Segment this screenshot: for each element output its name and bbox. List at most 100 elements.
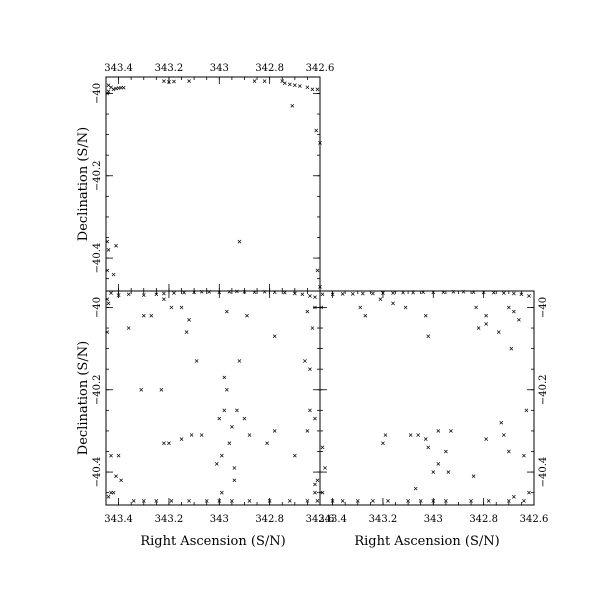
data-point	[527, 294, 531, 298]
data-point	[486, 499, 491, 503]
data-point	[292, 83, 297, 88]
data-point	[114, 474, 118, 479]
x-tick-label: 343.2	[155, 514, 184, 525]
data-point	[282, 290, 287, 295]
data-point	[252, 79, 257, 83]
data-point	[162, 79, 166, 83]
data-point	[126, 292, 131, 297]
data-point	[105, 268, 110, 273]
data-point	[111, 272, 116, 277]
data-point	[358, 305, 363, 310]
data-point	[313, 305, 317, 310]
data-point	[423, 437, 428, 442]
data-point	[290, 103, 295, 108]
data-point	[436, 461, 441, 466]
data-point	[491, 290, 496, 295]
x-tick-label: 343.2	[155, 63, 184, 74]
data-point	[222, 408, 227, 413]
data-point	[319, 305, 324, 310]
data-point	[105, 297, 110, 302]
data-point	[265, 441, 269, 446]
data-point	[308, 367, 312, 372]
panel-top-left: 343.4 343.2 343 342.8 342.6 −40 −40.2 −40.4Decl…	[76, 63, 334, 292]
data-point	[252, 290, 257, 295]
data-point	[527, 490, 531, 495]
data-point	[431, 470, 436, 474]
data-point	[313, 490, 317, 495]
data-point	[522, 499, 526, 503]
data-point	[444, 499, 448, 503]
y-axis-label: Declination (S/N)	[76, 127, 91, 241]
data-point	[184, 330, 189, 335]
data-point	[272, 334, 277, 339]
data-point	[308, 408, 312, 413]
data-point	[159, 387, 164, 392]
x-tick-label: 343	[210, 63, 229, 74]
data-point	[179, 437, 184, 442]
data-point	[217, 290, 222, 295]
data-point	[308, 294, 312, 298]
data-point	[232, 478, 237, 483]
x-tick-label: 343	[210, 514, 229, 525]
x-tick-label: 343.4	[104, 514, 133, 525]
data-point	[106, 301, 111, 306]
data-point	[320, 490, 325, 495]
data-point	[484, 313, 489, 318]
data-point	[214, 461, 219, 466]
data-point	[272, 429, 277, 433]
data-point	[517, 317, 521, 322]
data-point	[187, 317, 191, 322]
data-point	[381, 441, 385, 446]
data-point	[501, 291, 506, 295]
y-tick-label: −40.2	[92, 374, 103, 405]
data-point	[242, 416, 247, 421]
x-tick-label: 342.8	[469, 514, 498, 525]
data-point	[444, 449, 448, 454]
data-point	[320, 292, 325, 297]
x-tick-label: 343.2	[369, 514, 398, 525]
data-point	[381, 291, 385, 295]
data-point	[313, 416, 317, 421]
x-tick-label: 342.6	[520, 514, 549, 525]
y-tick-label: −40	[92, 83, 103, 104]
data-point	[461, 289, 466, 294]
data-point	[469, 499, 473, 503]
data-point	[237, 239, 242, 244]
data-point	[106, 89, 111, 94]
data-point	[522, 453, 526, 458]
data-point	[509, 346, 514, 351]
data-point	[219, 453, 224, 458]
data-point	[298, 84, 302, 88]
data-point	[235, 408, 239, 413]
data-point	[172, 291, 176, 295]
data-point	[116, 453, 121, 458]
data-point	[320, 445, 325, 450]
y-tick-label: −40	[538, 297, 549, 318]
x-tick-label: 342.6	[306, 514, 335, 525]
y-tick-label: −40	[92, 297, 103, 318]
data-point	[471, 290, 476, 295]
data-point	[247, 433, 252, 437]
data-point	[217, 499, 222, 503]
data-point	[235, 289, 239, 294]
data-point	[141, 293, 146, 297]
data-point	[262, 289, 267, 294]
data-point	[217, 416, 222, 421]
data-point	[305, 499, 310, 503]
data-point	[476, 326, 481, 330]
data-point	[315, 268, 320, 273]
data-point	[524, 408, 529, 413]
data-point	[310, 87, 315, 92]
data-point	[292, 291, 297, 296]
data-point	[116, 293, 121, 297]
data-point	[355, 499, 360, 503]
x-tick-label: 342.8	[255, 63, 284, 74]
data-point	[323, 466, 327, 470]
data-point	[426, 334, 431, 339]
data-point	[506, 499, 511, 503]
data-point	[114, 243, 118, 248]
data-point	[310, 326, 315, 330]
data-point	[141, 313, 146, 318]
data-point	[121, 85, 126, 90]
data-point	[219, 490, 224, 495]
